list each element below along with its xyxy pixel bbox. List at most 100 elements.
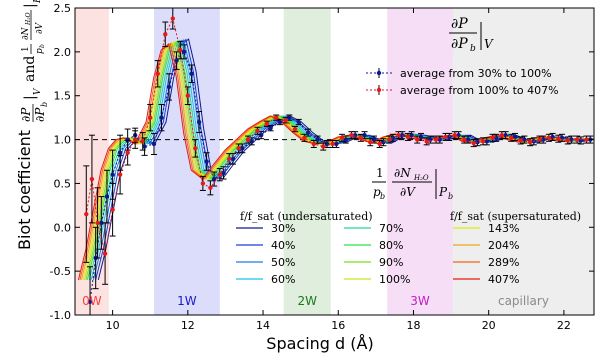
average-super-point [424,139,429,144]
average-super-point [452,132,458,138]
y-tick-label: 1.0 [54,134,72,147]
average-super-point [208,185,213,191]
average-super-point [140,139,145,144]
average-super-point [89,176,95,182]
plot-frame [74,7,595,316]
x-tick-label: 12 [181,319,195,332]
average-under-point [296,119,301,125]
y-tick-label: -0.5 [50,265,71,278]
y-tick-label: 1.5 [54,90,72,103]
svg-text:∂V: ∂V [400,185,416,199]
average-super-point [556,136,561,141]
average-under-point [249,139,254,144]
average-under-point [151,141,157,147]
average-under-point [447,134,452,140]
svg-text:1: 1 [376,166,384,180]
legend-label-60%: 60% [271,273,295,286]
pressure-derivative-annotation: ∂P ∂P b V [449,16,494,54]
average-under-point [541,137,546,142]
x-tick-label: 10 [106,319,120,332]
svg-text:P: P [438,185,448,199]
legend-title-supersaturated: f/f_sat (supersaturated) [450,210,581,223]
axis-ticks: 10 12 14 16 18 20 22 -1.0 -0.5 0.0 0.5 1.0 1.5 2.0 2.5 [50,2,594,332]
average-super-point [283,118,288,123]
average-super-point [443,134,448,140]
average-super-point [574,137,580,142]
average-super-point [217,172,222,177]
average-under-point [381,140,386,145]
average-super-point [170,16,175,21]
region-label-2W: 2W [297,294,317,308]
svg-text:∂V: ∂V [35,21,45,34]
legend-label-90%: 90% [379,256,403,269]
legend-label-40%: 40% [271,239,295,252]
average-under-point [240,146,245,151]
svg-text:∂P: ∂P [33,107,47,122]
region-band-capillary [452,8,594,315]
svg-text:H₂O: H₂O [413,174,429,182]
svg-text:H₂O: H₂O [25,12,32,26]
average-super-point [368,140,373,145]
svg-text:b: b [40,102,49,107]
average-under-point [277,119,283,125]
average-super-point [405,134,411,140]
legend-label-289%: 289% [488,256,519,269]
average-under-point [189,71,194,76]
average-super-point [311,141,317,147]
average-under-point [305,130,311,135]
y-axis-title: Biot coefficient [15,130,34,250]
average-super-point [117,172,123,177]
average-super-point [509,135,514,141]
average-super-point [396,132,401,138]
average-under-point [362,132,367,138]
average-super-point [321,144,326,149]
region-label-3W: 3W [410,294,430,308]
average-under-point [418,134,424,140]
average-super-point [102,251,108,256]
svg-text:∂P: ∂P [19,107,33,122]
legend-label-50%: 50% [271,256,295,269]
y-tick-label: -1.0 [50,309,71,322]
average-under-point [494,135,499,141]
average-under-point [117,150,123,155]
average-under-point [268,125,273,131]
svg-text:p: p [35,48,45,54]
average-under-point [343,137,348,142]
average-super-point [292,126,298,132]
region-label-capillary: capillary [498,294,549,308]
average-under-point [196,119,202,125]
region-band-2W [283,8,331,315]
average-super-point [132,137,138,142]
average-super-point [358,135,364,141]
svg-text:∂P: ∂P [451,36,468,52]
legend-label-204%: 204% [488,239,519,252]
average-under-point [174,58,179,63]
average-under-point [104,194,110,199]
legend-average-super-label: average from 100% to 407% [400,84,559,97]
average-super-point [527,140,533,145]
svg-text:b: b [470,44,476,54]
svg-text:b: b [380,192,385,201]
svg-text:P: P [33,0,43,4]
svg-text:∂N: ∂N [394,166,411,180]
x-tick-label: 14 [256,319,270,332]
average-super-point [565,138,570,143]
svg-text:p: p [373,185,381,199]
average-super-point [377,141,382,147]
average-under-point [181,49,187,55]
x-tick-label: 20 [482,319,496,332]
average-under-point [110,172,115,177]
svg-text:1: 1 [21,46,31,52]
svg-text:∂N: ∂N [21,26,31,40]
svg-text:|: | [22,95,38,100]
average-under-point [87,299,93,305]
average-under-point [465,137,471,142]
average-under-point [230,156,236,162]
y-axis-title-text: Biot coefficient [15,130,34,250]
average-under-point [409,132,414,138]
legend-average-under-label: average from 30% to 100% [400,67,552,80]
average-super-point [200,181,206,186]
average-super-point [110,207,115,212]
average-under-point [522,137,527,142]
average-under-point [159,115,164,120]
